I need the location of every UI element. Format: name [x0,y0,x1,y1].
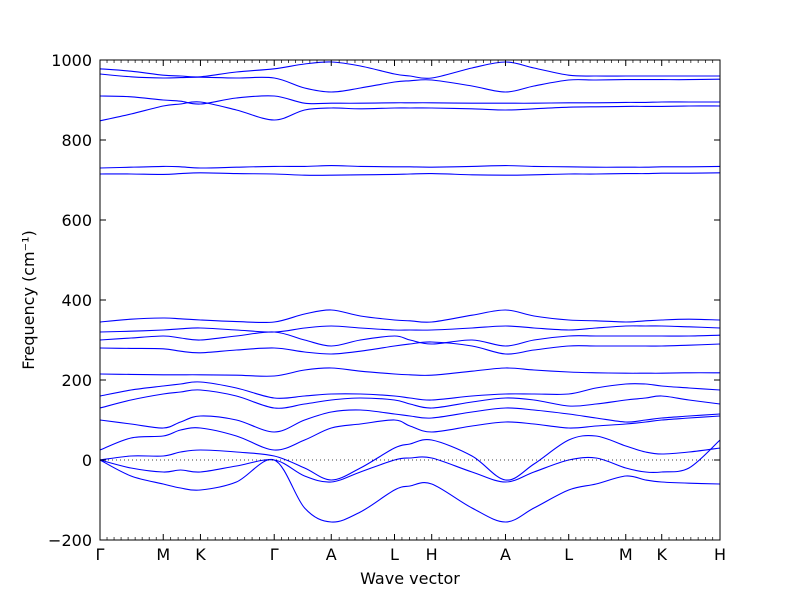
band-line-8 [99,367,721,377]
y-tick-label: −200 [48,531,92,550]
x-tick-label: L [390,545,399,564]
band-line-15 [99,101,721,122]
y-tick-label: 1000 [51,51,92,70]
y-axis-label: Frequency (cm⁻¹) [19,230,38,369]
y-tick-label: 600 [61,211,92,230]
band-line-6 [99,389,721,409]
band-line-5 [99,407,721,433]
x-axis-label: Wave vector [360,569,460,588]
x-tick-label: M [619,545,633,564]
band-line-10 [99,331,721,347]
x-tick-label: A [500,545,511,564]
band-line-7 [99,381,721,401]
x-tick-label: K [195,545,206,564]
plot-frame [99,59,721,541]
band-line-11 [99,325,721,333]
band-line-12 [99,309,721,324]
band-line-9 [99,341,721,355]
x-tick-label: H [714,545,726,564]
y-tick-label: 800 [61,131,92,150]
band-line-1 [99,458,721,523]
band-line-2 [99,439,721,483]
x-tick-label: Γ [270,545,279,564]
band-line-13 [99,172,721,176]
x-tick-label: A [326,545,337,564]
band-line-16 [99,95,720,105]
band-lines [99,61,721,523]
x-tick-label: L [564,545,573,564]
x-tick-label: K [656,545,667,564]
band-line-3 [99,434,721,481]
y-tick-label: 400 [61,291,92,310]
band-line-4 [99,415,721,451]
x-tick-label: M [156,545,170,564]
y-axis-ticks: −200 0 200 400 600 800 1000 [48,51,720,550]
x-tick-label: Γ [96,545,105,564]
y-tick-label: 200 [61,371,92,390]
band-line-18 [99,61,720,79]
band-line-14 [99,165,721,169]
x-tick-label: H [426,545,438,564]
y-tick-label: 0 [82,451,92,470]
